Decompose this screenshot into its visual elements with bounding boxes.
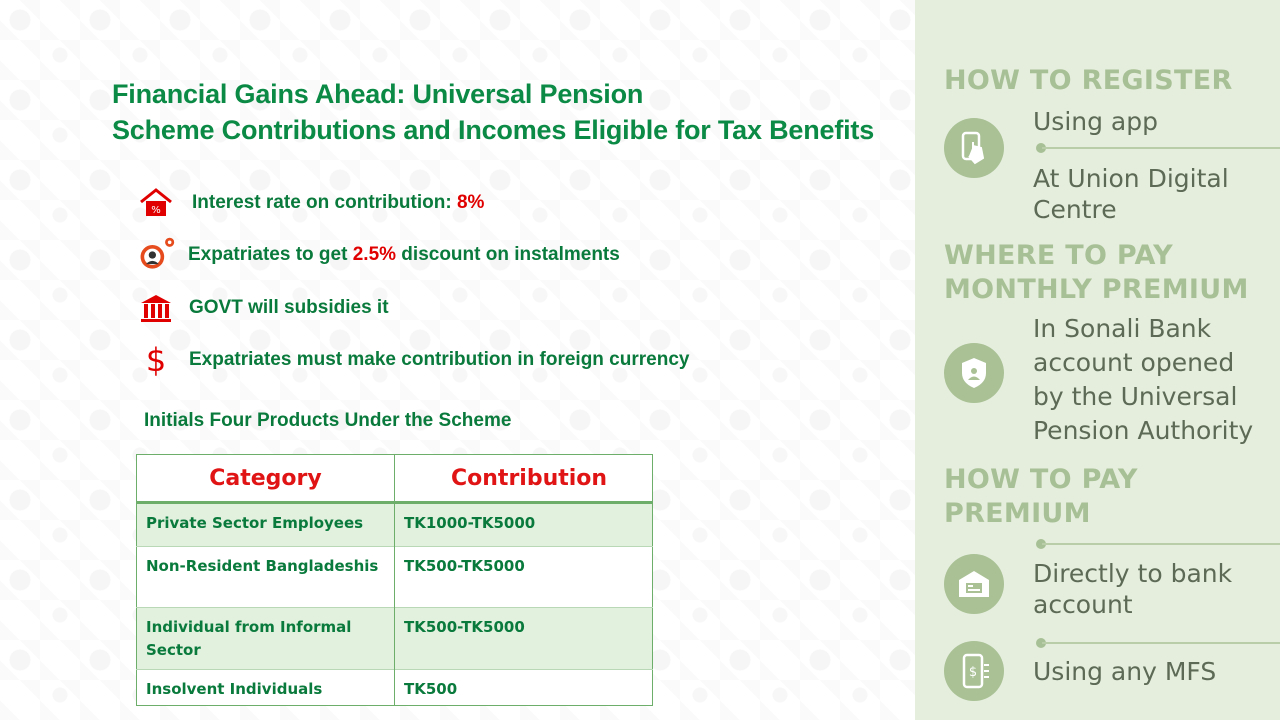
heading-how-to-register: HOW TO REGISTER bbox=[944, 65, 1233, 96]
bank-card-icon bbox=[944, 554, 1004, 614]
table-row: Non-Resident Bangladeshis TK500-TK5000 bbox=[136, 546, 653, 608]
svg-text:%: % bbox=[151, 205, 161, 216]
divider-dot bbox=[1036, 638, 1046, 648]
table-cell-contribution: TK500 bbox=[394, 669, 653, 706]
table-cell-category: Individual from Informal Sector bbox=[136, 607, 395, 670]
bullet-text: Expatriates must make contribution in fo… bbox=[189, 349, 690, 370]
divider-line bbox=[1042, 543, 1280, 545]
table-header-row: Category Contribution bbox=[136, 454, 653, 504]
pay-option-bank-account: Directly to bank account bbox=[1033, 559, 1233, 619]
mobile-money-icon: $ bbox=[944, 641, 1004, 701]
divider-line bbox=[1042, 642, 1280, 644]
table-row: Insolvent Individuals TK500 bbox=[136, 669, 653, 706]
divider-line bbox=[1042, 147, 1280, 149]
pay-where-description: In Sonali Bank account opened by the Uni… bbox=[1033, 314, 1254, 445]
svg-text:$: $ bbox=[969, 665, 977, 680]
table-cell-contribution: TK500-TK5000 bbox=[394, 546, 653, 608]
bullet-text: GOVT will subsidies it bbox=[189, 297, 389, 318]
pay-option-mfs: Using any MFS bbox=[1033, 657, 1217, 686]
divider-dot bbox=[1036, 539, 1046, 549]
table-cell-contribution: TK1000-TK5000 bbox=[394, 502, 653, 547]
column-header-category: Category bbox=[136, 454, 395, 504]
page-title: Financial Gains Ahead: Universal Pension… bbox=[112, 76, 912, 148]
svg-text:$: $ bbox=[146, 343, 166, 377]
table-row: Private Sector Employees TK1000-TK5000 bbox=[136, 502, 653, 547]
bullet-expatriate-discount: Expatriates to get 2.5% discount on inst… bbox=[136, 237, 620, 272]
shield-account-icon bbox=[944, 343, 1004, 403]
person-gear-icon bbox=[136, 237, 176, 272]
bullet-govt-subsidy: GOVT will subsidies it bbox=[136, 291, 389, 325]
bullet-interest-rate: % Interest rate on contribution: 8% bbox=[136, 186, 484, 220]
bullet-text: Interest rate on contribution: 8% bbox=[192, 192, 485, 213]
phone-touch-icon bbox=[944, 118, 1004, 178]
register-option-app: Using app bbox=[1033, 107, 1158, 136]
divider-dot bbox=[1036, 143, 1046, 153]
percent-house-icon: % bbox=[136, 186, 176, 220]
table-row: Individual from Informal Sector TK500-TK5… bbox=[136, 607, 653, 670]
bullet-text: Expatriates to get 2.5% discount on inst… bbox=[188, 244, 620, 265]
heading-how-to-pay: HOW TO PAY PREMIUM bbox=[944, 464, 1138, 529]
table-cell-category: Insolvent Individuals bbox=[136, 669, 395, 706]
bank-building-icon bbox=[136, 291, 176, 325]
table-cell-category: Non-Resident Bangladeshis bbox=[136, 546, 395, 608]
dollar-sign-icon: $ bbox=[136, 343, 176, 377]
page-title-line2: Scheme Contributions and Incomes Eligibl… bbox=[112, 115, 875, 145]
register-option-union-digital-centre: At Union Digital Centre bbox=[1033, 164, 1229, 224]
products-title: Initials Four Products Under the Scheme bbox=[144, 410, 512, 431]
products-table: Category Contribution Private Sector Emp… bbox=[136, 454, 653, 706]
table-cell-contribution: TK500-TK5000 bbox=[394, 607, 653, 670]
column-header-contribution: Contribution bbox=[394, 454, 653, 504]
heading-where-to-pay: WHERE TO PAY MONTHLY PREMIUM bbox=[944, 240, 1249, 305]
bullet-foreign-currency: $ Expatriates must make contribution in … bbox=[136, 343, 690, 377]
table-cell-category: Private Sector Employees bbox=[136, 502, 395, 547]
page-title-line1: Financial Gains Ahead: Universal Pension bbox=[112, 79, 644, 109]
